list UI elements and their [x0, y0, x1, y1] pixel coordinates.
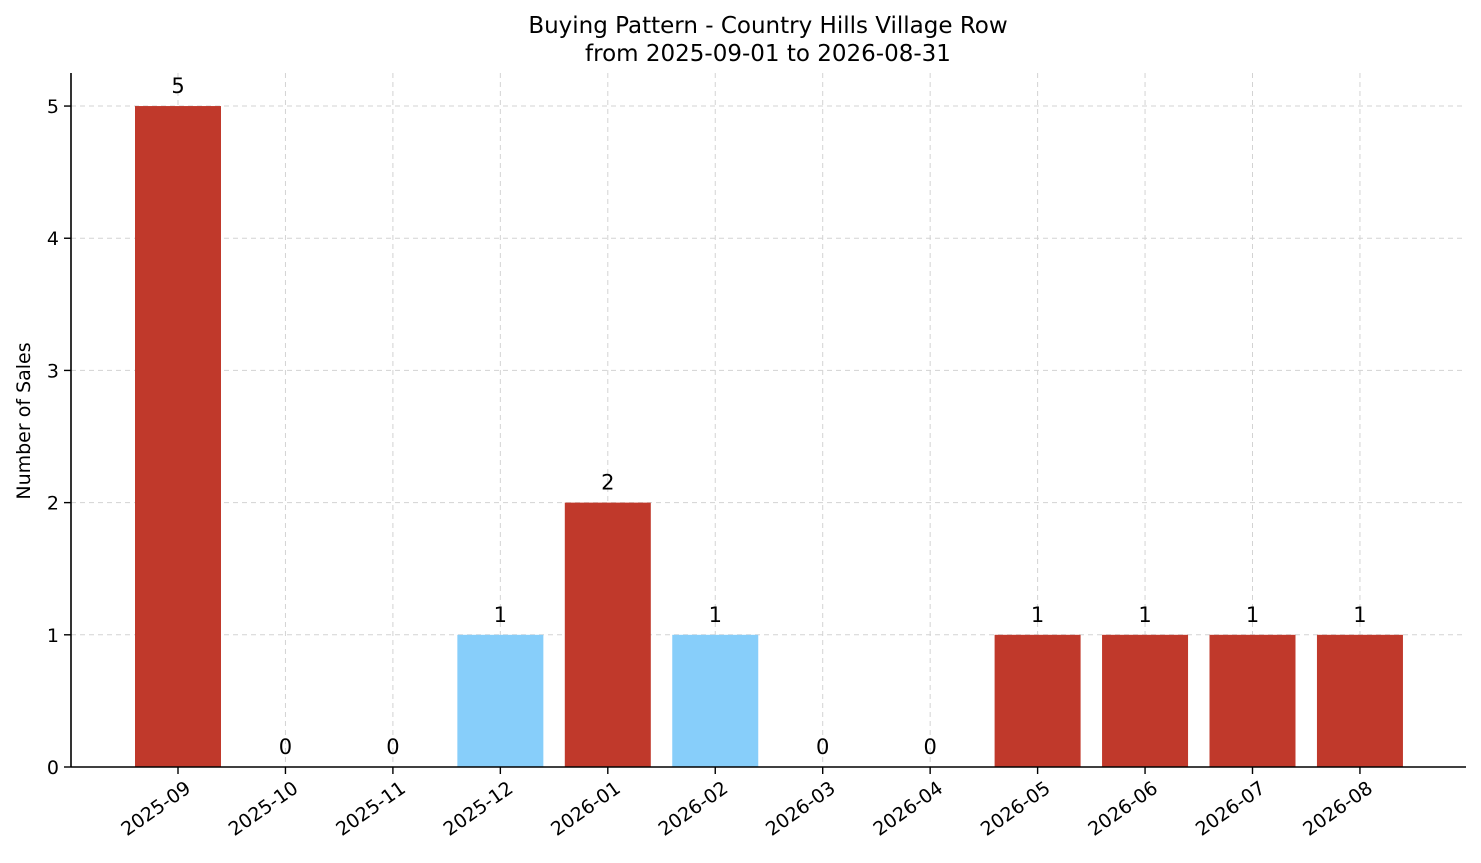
bars: [135, 106, 1403, 768]
bar: [135, 106, 221, 768]
bar-value-label: 1: [494, 603, 507, 627]
bar-value-label: 0: [386, 735, 399, 759]
bar-value-label: 1: [1246, 603, 1259, 627]
bar: [1316, 634, 1403, 767]
bar: [1102, 634, 1189, 767]
bar: [457, 634, 544, 767]
y-tick-label: 0: [47, 757, 59, 779]
x-tick-label: 2025-12: [440, 777, 518, 841]
x-tick-label: 2025-09: [117, 777, 195, 841]
x-tick-label: 2025-10: [225, 777, 303, 841]
y-tick-label: 2: [47, 493, 59, 515]
chart-title: Buying Pattern - Country Hills Village R…: [528, 13, 1007, 39]
y-tick-label: 5: [47, 96, 59, 118]
bar-value-label: 5: [171, 74, 184, 98]
x-tick-label: 2026-07: [1192, 777, 1270, 841]
bar-value-label: 1: [1031, 603, 1044, 627]
x-ticks: 2025-09 2025-10 2025-11 2025-12 2026-01 2026-…: [117, 767, 1377, 841]
bar-value-label: 0: [816, 735, 829, 759]
x-tick-label: 2026-04: [869, 777, 947, 841]
y-ticks: 0 1 2 3 4 5: [47, 96, 71, 779]
x-tick-label: 2026-02: [654, 777, 732, 841]
bar: [672, 634, 759, 767]
x-tick-label: 2026-06: [1084, 777, 1162, 841]
bar-value-label: 2: [601, 471, 614, 495]
y-axis-label: Number of Sales: [13, 342, 35, 499]
bar: [994, 634, 1081, 767]
bar-value-label: 1: [1138, 603, 1151, 627]
x-tick-label: 2026-01: [547, 777, 625, 841]
y-tick-label: 4: [47, 228, 59, 250]
value-labels: 5 0 0 1 2 1 0 0 1 1 1 1: [171, 74, 1366, 759]
x-tick-label: 2025-11: [332, 777, 410, 841]
y-tick-label: 1: [47, 625, 59, 647]
bar: [564, 502, 651, 767]
bar-value-label: 1: [709, 603, 722, 627]
bar-value-label: 0: [279, 735, 292, 759]
x-tick-label: 2026-03: [762, 777, 840, 841]
x-tick-label: 2026-08: [1299, 777, 1377, 841]
bar-value-label: 0: [923, 735, 936, 759]
chart-subtitle: from 2025-09-01 to 2026-08-31: [585, 41, 951, 67]
y-tick-label: 3: [47, 360, 59, 382]
axes: [70, 73, 1466, 768]
x-tick-label: 2026-05: [977, 777, 1055, 841]
bar-value-label: 1: [1353, 603, 1366, 627]
bar: [1209, 634, 1296, 767]
